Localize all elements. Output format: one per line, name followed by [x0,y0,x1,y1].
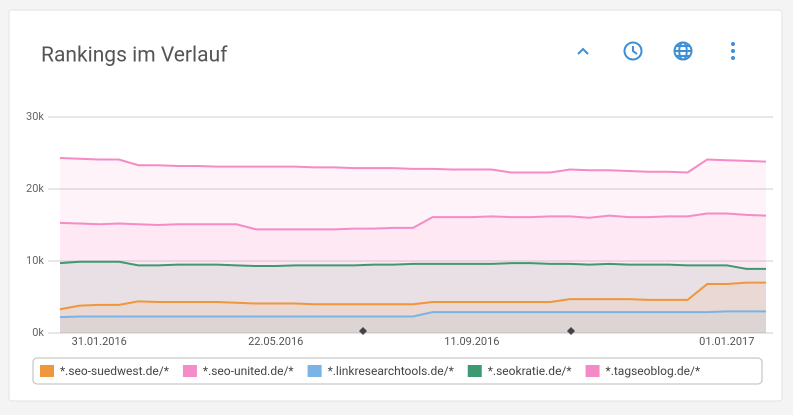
menu-icon[interactable] [731,42,735,60]
event-marker[interactable] [359,327,367,335]
legend-swatch[interactable] [585,365,600,377]
series-area [60,282,766,333]
chart-title: Rankings im Verlauf [41,44,228,68]
legend-label[interactable]: *.tagseoblog.de/* [606,364,701,378]
card-background [8,9,783,402]
series-line [59,260,766,270]
legend-swatch[interactable] [307,365,322,377]
series-line [59,281,766,311]
plot-area: 0k 10k 20k 30k 31.01.2016 22.05.2016 11.09.201… [26,110,773,348]
x-tick-label: 22.05.2016 [248,335,303,348]
legend-swatch[interactable] [182,365,197,377]
series-area [60,158,766,333]
x-tick-label: 01.01.2017 [699,335,754,348]
legend-swatch[interactable] [467,365,482,377]
series-line [59,212,767,231]
x-tick-label: 31.01.2016 [72,335,127,348]
legend-label[interactable]: *.seo-suedwest.de/* [60,364,169,378]
legend-label[interactable]: *.linkresearchtools.de/* [328,364,454,378]
series-line [59,157,767,174]
x-tick-label: 11.09.2016 [444,335,499,348]
legend-label[interactable]: *.seo-united.de/* [203,364,294,378]
legend-items: *.seo-suedwest.de/* *.seo-united.de/* *.li… [40,364,700,378]
y-tick-label: 0k [32,326,44,339]
toolbar [577,41,735,61]
series-area [60,261,766,333]
y-tick-label: 20k [26,182,44,195]
event-marker[interactable] [567,327,575,335]
y-tick-label: 30k [26,110,44,123]
collapse-icon[interactable] [577,47,589,55]
legend-swatch[interactable] [40,365,54,377]
legend [32,357,763,385]
legend-label[interactable]: *.seokratie.de/* [488,364,572,378]
series-line [59,310,766,319]
history-icon[interactable] [623,41,643,61]
globe-icon[interactable] [673,41,693,61]
y-tick-label: 10k [26,254,44,267]
